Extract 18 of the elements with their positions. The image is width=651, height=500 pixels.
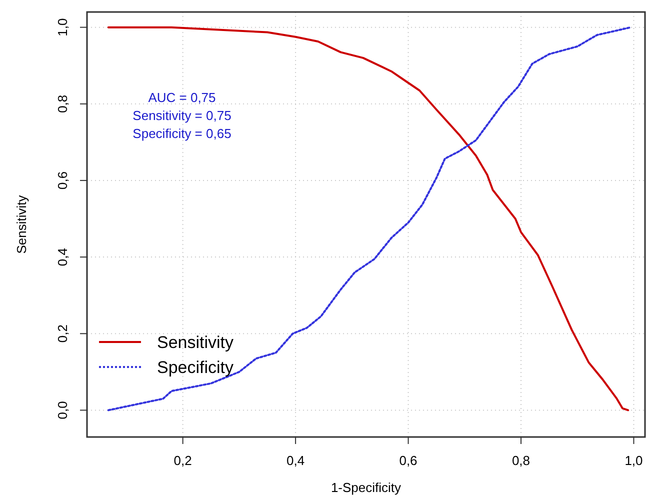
- y-tick-label: 0,4: [55, 248, 70, 266]
- x-tick-label: 0,2: [174, 453, 192, 468]
- x-tick-label: 0,8: [512, 453, 530, 468]
- legend-label: Sensitivity: [157, 333, 234, 352]
- x-tick-label: 1,0: [624, 453, 643, 468]
- y-axis-title: Sensitivity: [14, 194, 29, 254]
- annotation: AUC = 0,75: [148, 90, 216, 105]
- y-tick-label: 0,0: [55, 401, 70, 420]
- x-tick-label: 0,6: [399, 453, 418, 468]
- annotation: Sensitivity = 0,75: [132, 108, 232, 123]
- y-tick-label: 0,6: [55, 171, 70, 190]
- y-tick-label: 0,8: [55, 94, 70, 113]
- y-tick-label: 0,2: [55, 324, 70, 343]
- y-tick-label: 1,0: [55, 18, 70, 36]
- legend-label: Specificity: [157, 358, 234, 377]
- x-axis-title: 1-Specificity: [330, 480, 402, 495]
- annotation: Specificity = 0,65: [132, 126, 232, 141]
- x-tick-label: 0,4: [286, 453, 305, 468]
